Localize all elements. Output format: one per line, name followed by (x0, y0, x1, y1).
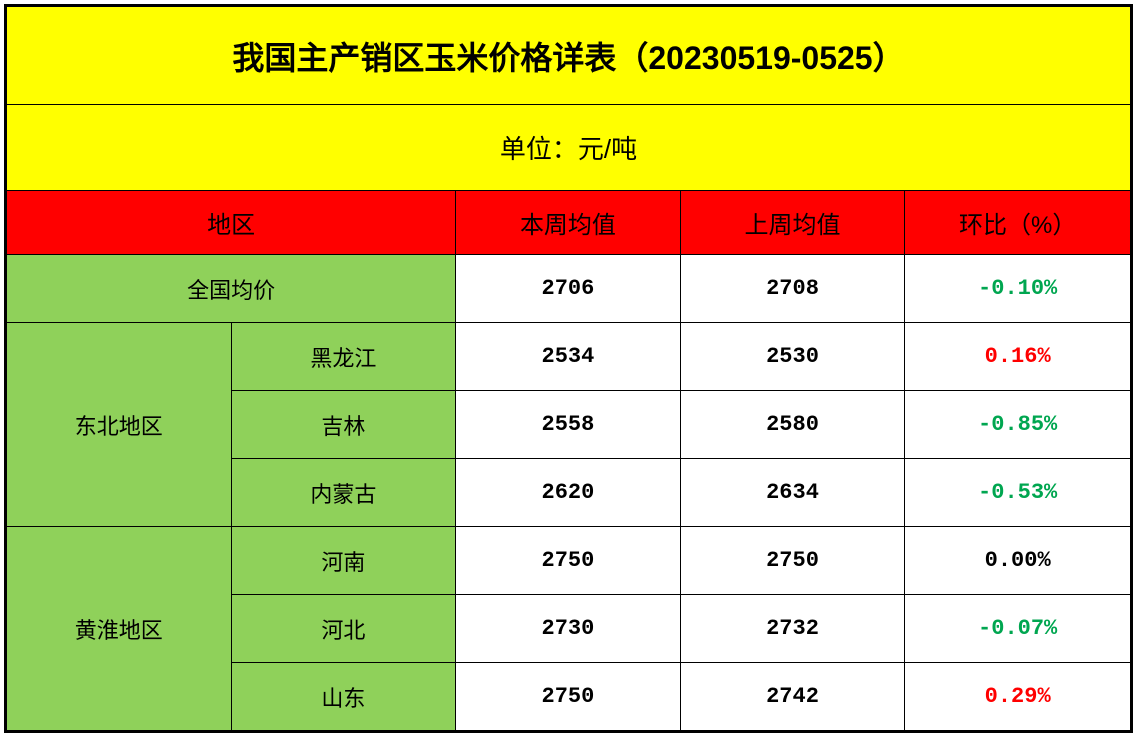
header-pct: 环比（%） (905, 191, 1131, 255)
pct-value: -0.07% (905, 595, 1131, 663)
pct-value: -0.85% (905, 391, 1131, 459)
header-region: 地区 (7, 191, 456, 255)
unit-row: 单位：元/吨 (7, 105, 1131, 191)
table-title: 我国主产销区玉米价格详表（20230519-0525） (7, 7, 1131, 105)
pct-value: 0.00% (905, 527, 1131, 595)
this-week-value: 2558 (456, 391, 681, 459)
this-week-value: 2534 (456, 323, 681, 391)
last-week-value: 2530 (680, 323, 905, 391)
last-week-value: 2732 (680, 595, 905, 663)
table-row-national: 全国均价 2706 2708 -0.10% (7, 255, 1131, 323)
header-row: 地区 本周均值 上周均值 环比（%） (7, 191, 1131, 255)
this-week-value: 2706 (456, 255, 681, 323)
subregion-label: 山东 (231, 663, 456, 731)
price-table-container: 我国主产销区玉米价格详表（20230519-0525） 单位：元/吨 地区 本周… (4, 4, 1133, 733)
header-last-week: 上周均值 (680, 191, 905, 255)
table-unit: 单位：元/吨 (7, 105, 1131, 191)
last-week-value: 2580 (680, 391, 905, 459)
region-label: 东北地区 (7, 323, 232, 527)
region-label: 黄淮地区 (7, 527, 232, 731)
this-week-value: 2750 (456, 527, 681, 595)
subregion-label: 河南 (231, 527, 456, 595)
header-this-week: 本周均值 (456, 191, 681, 255)
this-week-value: 2730 (456, 595, 681, 663)
pct-value: -0.10% (905, 255, 1131, 323)
pct-value: 0.29% (905, 663, 1131, 731)
pct-value: -0.53% (905, 459, 1131, 527)
table-row: 黄淮地区 河南 2750 2750 0.00% (7, 527, 1131, 595)
this-week-value: 2750 (456, 663, 681, 731)
this-week-value: 2620 (456, 459, 681, 527)
title-row: 我国主产销区玉米价格详表（20230519-0525） (7, 7, 1131, 105)
subregion-label: 内蒙古 (231, 459, 456, 527)
price-table: 我国主产销区玉米价格详表（20230519-0525） 单位：元/吨 地区 本周… (6, 6, 1131, 731)
pct-value: 0.16% (905, 323, 1131, 391)
subregion-label: 黑龙江 (231, 323, 456, 391)
subregion-label: 河北 (231, 595, 456, 663)
region-national: 全国均价 (7, 255, 456, 323)
last-week-value: 2634 (680, 459, 905, 527)
last-week-value: 2708 (680, 255, 905, 323)
last-week-value: 2750 (680, 527, 905, 595)
last-week-value: 2742 (680, 663, 905, 731)
subregion-label: 吉林 (231, 391, 456, 459)
table-row: 东北地区 黑龙江 2534 2530 0.16% (7, 323, 1131, 391)
